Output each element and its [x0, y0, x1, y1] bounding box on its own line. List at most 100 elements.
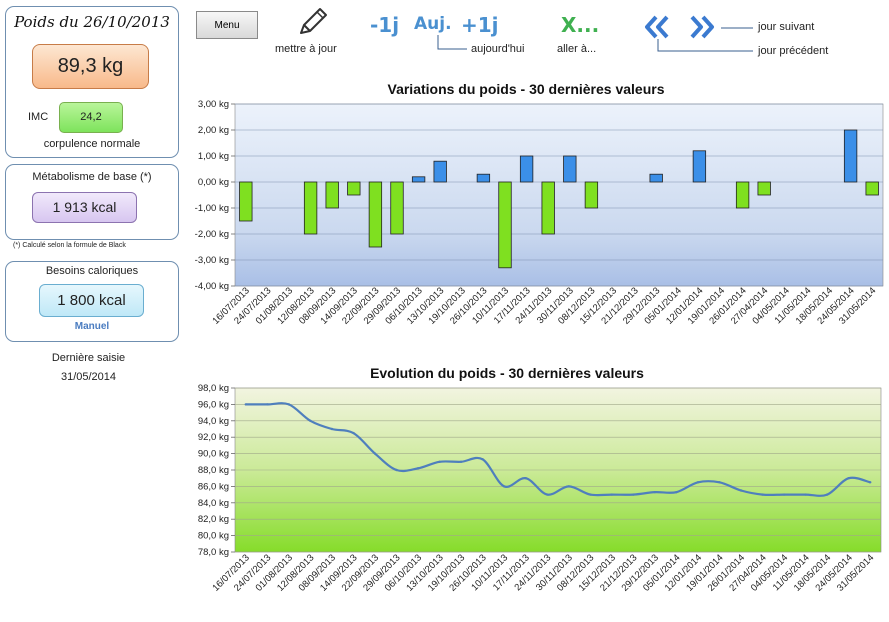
minus-day-button[interactable]: -1j: [370, 13, 400, 37]
bar-y-tick-label: -1,00 kg: [195, 203, 229, 214]
imc-label: IMC: [28, 111, 49, 123]
bar-mark: [411, 176, 426, 183]
bar-mark: [757, 181, 771, 196]
bar-mark: [347, 181, 361, 196]
needs-panel: Besoins caloriques 1 800 kcal Manuel: [5, 261, 179, 342]
line-y-tick-label: 96,0 kg: [198, 399, 229, 410]
today-label: aujourd'hui: [471, 43, 525, 55]
needs-mode: Manuel: [74, 321, 110, 332]
line-y-tick-label: 88,0 kg: [198, 465, 229, 476]
line-point: [438, 460, 441, 463]
today-button[interactable]: Auj.: [414, 14, 452, 34]
menu-button[interactable]: Menu: [196, 11, 258, 39]
bar-mark: [649, 173, 663, 183]
bar-mark: [303, 181, 318, 235]
nav-connector-lines: [657, 27, 753, 52]
update-label: mettre à jour: [275, 43, 337, 55]
line-y-axis: 98,0 kg 96,0 kg 94,0 kg 92,0 kg 90,0 kg 88,0 …: [198, 383, 229, 558]
line-point: [416, 467, 420, 470]
line-point: [718, 481, 721, 484]
line-point: [653, 490, 657, 494]
line-point: [352, 431, 355, 435]
line-y-tick-label: 90,0 kg: [198, 449, 229, 460]
line-y-tick-label: 92,0 kg: [198, 432, 229, 443]
line-point: [502, 485, 506, 488]
imc-description: corpulence normale: [43, 138, 141, 150]
goto-label: aller à...: [557, 43, 597, 55]
line-point: [869, 481, 872, 484]
imc-value: 24,2: [59, 102, 123, 133]
weight-value[interactable]: 89,3 kg: [32, 44, 149, 89]
line-point: [847, 477, 850, 480]
bar-mark: [325, 181, 339, 209]
last-entry-date: 31/05/2014: [60, 371, 117, 383]
last-entry-label: Dernière saisie: [51, 352, 126, 364]
bar-y-tick-label: -4,00 kg: [195, 281, 229, 292]
plus-day-button[interactable]: +1j: [461, 13, 499, 37]
bar-y-tick-label: 2,00 kg: [198, 125, 229, 136]
weight-line: [245, 402, 871, 497]
metabolism-note: (*) Calculé selon la formule de Black: [13, 242, 126, 249]
line-chart-title: Evolution du poids - 30 dernières valeur…: [370, 365, 644, 381]
line-point: [739, 489, 743, 492]
line-point: [373, 452, 377, 455]
bar-chart-title: Variations du poids - 30 dernières valeu…: [388, 81, 665, 97]
evolution-line-chart: Evolution du poids - 30 dernières valeur…: [198, 365, 882, 594]
prev-day-label: jour précédent: [758, 45, 829, 57]
bar-y-tick-label: 0,00 kg: [198, 177, 229, 188]
today-connector-line: [437, 35, 467, 50]
line-x-axis: 16/07/201324/07/201301/08/201312/08/2013…: [210, 552, 876, 593]
line-y-tick-label: 98,0 kg: [198, 383, 229, 394]
line-point: [459, 460, 463, 463]
bar-mark: [563, 155, 577, 183]
bar-mark: [519, 155, 534, 183]
double-chevron-right-icon[interactable]: [688, 14, 716, 40]
bar-mark: [390, 181, 404, 235]
pencil-icon[interactable]: [295, 6, 329, 38]
needs-label: Besoins caloriques: [45, 265, 139, 277]
bar-plot-area: [234, 103, 884, 287]
line-y-tick-label: 94,0 kg: [198, 416, 229, 427]
line-point: [287, 403, 291, 406]
line-point: [761, 493, 764, 496]
line-point: [330, 427, 334, 431]
bar-mark: [239, 181, 253, 222]
goto-button[interactable]: X...: [561, 13, 600, 37]
line-y-tick-label: 86,0 kg: [198, 481, 229, 492]
line-point: [675, 490, 678, 494]
line-point: [546, 493, 549, 496]
line-y-tick-label: 84,0 kg: [198, 498, 229, 509]
metabolism-panel: Métabolisme de base (*) 1 913 kcal: [5, 164, 179, 240]
line-point: [589, 493, 592, 496]
metabolism-value: 1 913 kcal: [32, 192, 137, 223]
metabolism-label: Métabolisme de base (*): [32, 171, 152, 183]
line-point: [804, 493, 807, 496]
bar-mark: [584, 181, 599, 209]
line-point: [481, 458, 484, 461]
line-point: [524, 477, 527, 480]
bar-mark: [735, 181, 750, 209]
weight-panel: Poids du 26/10/2013 89,3 kg IMC 24,2 cor…: [5, 6, 179, 158]
line-point: [610, 493, 614, 496]
line-point: [632, 493, 635, 496]
bar-mark: [476, 173, 491, 183]
weight-date-title: Poids du 26/10/2013: [14, 13, 170, 31]
bar-mark: [865, 181, 879, 196]
needs-value[interactable]: 1 800 kcal: [39, 284, 144, 317]
line-point: [244, 403, 247, 406]
bar-y-tick-label: 3,00 kg: [198, 99, 229, 110]
double-chevron-left-icon[interactable]: [643, 14, 671, 40]
bar-mark: [433, 160, 447, 183]
line-y-tick-label: 80,0 kg: [198, 531, 229, 542]
bar-mark: [843, 129, 858, 183]
line-point: [266, 403, 269, 406]
line-y-tick-label: 82,0 kg: [198, 514, 229, 525]
variation-bar-chart: Variations du poids - 30 dernières valeu…: [195, 81, 884, 327]
bar-y-tick-label: -2,00 kg: [195, 229, 229, 240]
line-y-tick-label: 78,0 kg: [198, 547, 229, 558]
line-point: [395, 468, 398, 472]
bar-mark: [368, 181, 383, 248]
line-point: [567, 485, 570, 488]
next-day-label: jour suivant: [758, 21, 815, 33]
bar-grid: [231, 103, 883, 287]
